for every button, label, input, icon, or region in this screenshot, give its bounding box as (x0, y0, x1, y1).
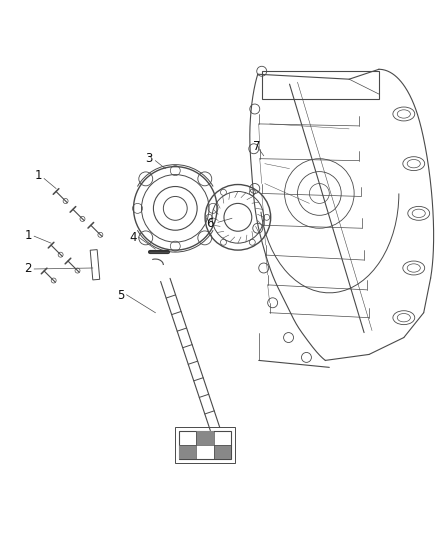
Text: 6: 6 (206, 217, 214, 230)
Bar (175, 427, 235, 463)
Text: 5: 5 (117, 289, 124, 302)
Text: 1: 1 (35, 169, 42, 182)
Bar (197, 431, 214, 445)
Text: 1: 1 (25, 229, 32, 241)
Bar (179, 431, 231, 459)
Bar (179, 445, 197, 459)
Bar (214, 445, 231, 459)
Text: 7: 7 (253, 140, 261, 154)
Bar (90, 249, 100, 280)
Text: 2: 2 (25, 262, 32, 276)
Text: 3: 3 (145, 152, 152, 165)
Bar (262, 71, 379, 99)
Text: 4: 4 (130, 231, 137, 244)
